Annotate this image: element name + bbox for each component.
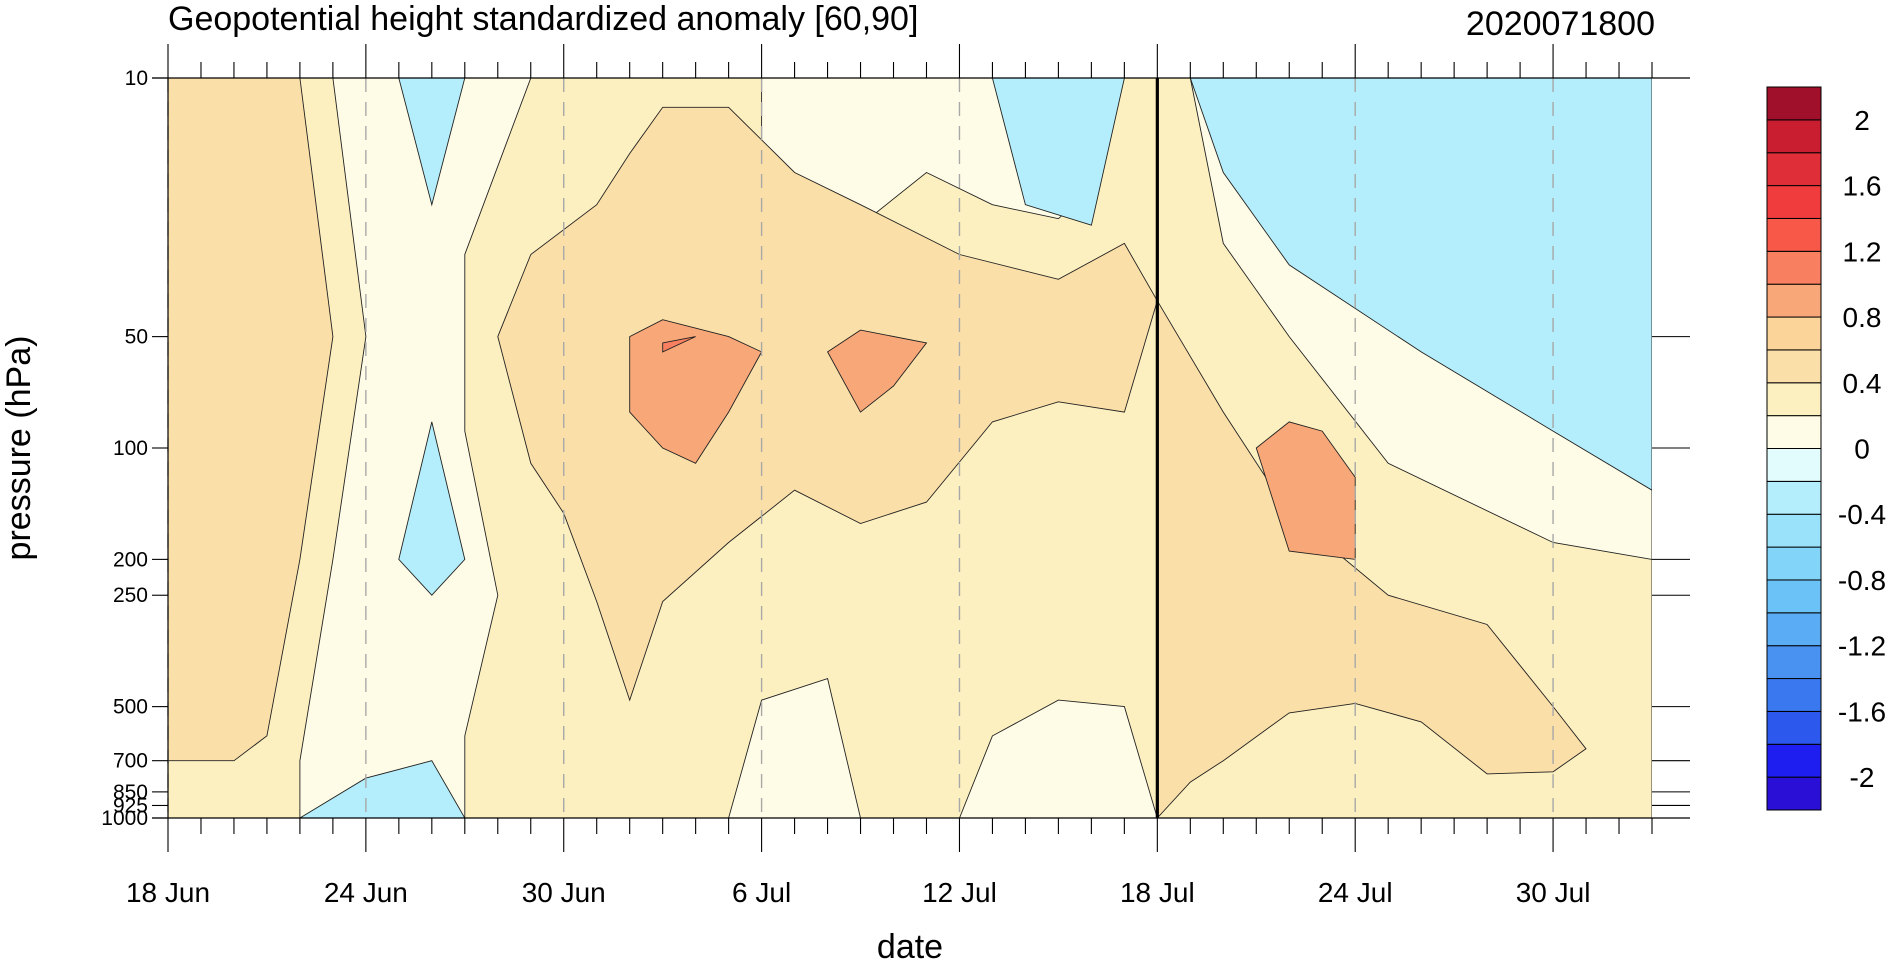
colorbar-label: 1.6 xyxy=(1843,171,1882,202)
colorbar-label: -0.8 xyxy=(1838,565,1886,596)
colorbar-swatch xyxy=(1766,152,1822,187)
colorbar-swatch xyxy=(1766,579,1822,614)
colorbar-swatch xyxy=(1766,612,1822,647)
colorbar-swatch xyxy=(1766,743,1822,778)
colorbar-swatch xyxy=(1766,119,1822,154)
y-tick-label: 50 xyxy=(125,326,148,349)
colorbar-swatch xyxy=(1766,415,1822,449)
colorbar-label: -1.6 xyxy=(1838,696,1886,727)
x-tick-label: 30 Jun xyxy=(522,877,606,908)
colorbar-swatch xyxy=(1766,645,1822,680)
y-tick-label: 100 xyxy=(113,437,148,460)
colorbar-label: -0.4 xyxy=(1838,499,1886,530)
colorbar-swatch xyxy=(1766,678,1822,712)
date-stamp: 2020071800 xyxy=(1466,5,1655,43)
x-tick-label: 30 Jul xyxy=(1516,877,1591,908)
colorbar-label: 2 xyxy=(1854,105,1870,136)
x-ticks: 18 Jun 24 Jun 30 Jun 6 Jul 12 Jul 18 Jul 24 Ju… xyxy=(126,44,1653,908)
anomaly-region-11 xyxy=(1255,421,1356,560)
anomaly-region-3 xyxy=(959,699,1158,818)
y-tick-label: 925 xyxy=(113,794,148,817)
colorbar-label: 1.2 xyxy=(1843,236,1882,267)
anomaly-region-9 xyxy=(629,319,763,464)
anomaly-region-17 xyxy=(1189,78,1652,491)
plot-area: 18 Jun 24 Jun 30 Jun 6 Jul 12 Jul 18 Jul 24 Ju… xyxy=(101,44,1690,908)
y-axis-label: pressure (hPa) xyxy=(0,336,38,561)
anomaly-region-15 xyxy=(299,760,466,818)
x-tick-label: 18 Jul xyxy=(1120,877,1195,908)
anomaly-region-13 xyxy=(398,78,466,207)
colorbar-swatch xyxy=(1766,546,1822,581)
colorbar-swatch xyxy=(1766,217,1822,252)
anomaly-region-10 xyxy=(827,329,928,413)
colorbar-swatch xyxy=(1766,349,1822,384)
x-axis-label: date xyxy=(877,928,943,963)
colorbar-swatch xyxy=(1766,513,1822,548)
colorbar-label: -1.2 xyxy=(1838,631,1886,662)
colorbar-swatch xyxy=(1766,776,1822,811)
chart-title: Geopotential height standardized anomaly… xyxy=(168,0,918,38)
anomaly-region-12 xyxy=(662,336,696,353)
anomaly-region-16 xyxy=(991,78,1125,226)
colorbar-label: -2 xyxy=(1850,762,1875,793)
colorbar-swatch xyxy=(1766,448,1822,482)
y-tick-label: 850 xyxy=(113,781,148,804)
colorbar-swatch xyxy=(1766,283,1822,318)
y-tick-label: 500 xyxy=(113,696,148,719)
colorbar-label: 0 xyxy=(1854,434,1870,465)
colorbar-swatch xyxy=(1766,250,1822,285)
x-tick-label: 24 Jul xyxy=(1318,877,1393,908)
anomaly-region-7 xyxy=(497,106,1158,702)
y-tick-label: 10 xyxy=(125,67,148,90)
colorbar-swatch xyxy=(1766,710,1822,745)
colorbar-swatch xyxy=(1766,86,1822,121)
contour-fills xyxy=(168,78,1652,818)
colorbar-label: 0.4 xyxy=(1843,368,1882,399)
y-tick-label: 700 xyxy=(113,750,148,773)
y-tick-label: 250 xyxy=(113,584,148,607)
anomaly-region-1 xyxy=(299,78,532,818)
colorbar-swatch xyxy=(1766,185,1822,219)
colorbar-swatch xyxy=(1766,382,1822,417)
colorbar-label: 0.8 xyxy=(1843,302,1882,333)
colorbar-swatch xyxy=(1766,480,1822,515)
x-tick-label: 12 Jul xyxy=(922,877,997,908)
x-tick-label: 6 Jul xyxy=(732,877,791,908)
x-tick-label: 18 Jun xyxy=(126,877,210,908)
colorbar-swatch xyxy=(1766,316,1822,351)
y-tick-label: 1000 xyxy=(101,807,148,830)
y-tick-label: 200 xyxy=(113,548,148,571)
anomaly-region-14 xyxy=(398,421,466,596)
colorbar: 2 1.6 1.2 0.8 0.4 0 -0.4 -0.8 -1.2 -1.6 -2 xyxy=(1766,86,1886,811)
anomaly-region-6 xyxy=(168,78,334,762)
x-tick-label: 24 Jun xyxy=(324,877,408,908)
